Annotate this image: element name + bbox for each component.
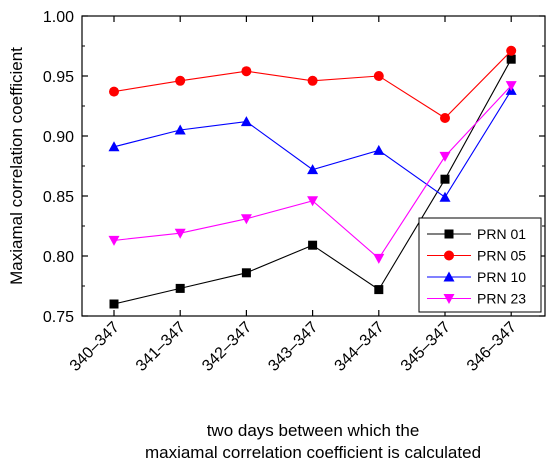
data-point-prn-10 (307, 164, 319, 175)
data-point-prn-23 (307, 196, 319, 207)
legend-marker (443, 294, 455, 304)
x-tick-label: 345–347 (398, 319, 454, 375)
x-tick-label: 346–347 (464, 319, 520, 375)
y-tick-label: 0.75 (43, 309, 74, 326)
y-axis-title: Maxiamal correlation coefficient (7, 47, 26, 285)
series-prn-10 (108, 84, 517, 202)
data-point-prn-10 (174, 124, 186, 135)
data-point-prn-05 (506, 45, 517, 56)
data-point-prn-01 (175, 283, 185, 293)
x-axis-title-line-1: two days between which the (207, 421, 420, 440)
data-point-prn-23 (174, 228, 186, 239)
data-point-prn-01 (109, 299, 119, 309)
legend-label: PRN 05 (477, 248, 526, 264)
data-point-prn-05 (109, 86, 119, 97)
legend-label: PRN 01 (477, 226, 526, 242)
series-prn-01 (109, 54, 516, 309)
data-point-prn-23 (240, 214, 252, 225)
data-point-prn-10 (439, 191, 451, 202)
legend-entry-prn-23: PRN 23 (427, 291, 526, 307)
data-point-prn-05 (241, 66, 252, 77)
legend-entry-prn-10: PRN 10 (427, 269, 526, 285)
data-point-prn-23 (108, 235, 120, 246)
data-point-prn-23 (505, 81, 517, 92)
x-tick-label: 342–347 (199, 319, 255, 375)
legend-entry-prn-05: PRN 05 (427, 248, 526, 264)
data-point-prn-05 (307, 75, 318, 86)
data-point-prn-23 (373, 253, 385, 264)
data-point-prn-10 (240, 116, 252, 127)
data-point-prn-10 (373, 144, 385, 155)
y-tick-label: 1.00 (43, 9, 74, 26)
data-point-prn-01 (241, 268, 251, 278)
x-axis-title-line-2: maxiamal correlation coefficient is calc… (145, 443, 481, 462)
legend: PRN 01 PRN 05 PRN 10 PRN 23 (418, 217, 542, 313)
x-tick-label: 340–347 (67, 319, 123, 375)
series-line-prn-10 (113, 90, 512, 198)
data-point-prn-10 (108, 141, 120, 152)
y-tick-label: 0.95 (43, 69, 74, 86)
y-tick-label: 0.80 (43, 249, 74, 266)
data-point-prn-05 (175, 75, 186, 86)
legend-marker (444, 250, 454, 261)
series-layer (108, 45, 517, 309)
legend-label: PRN 10 (477, 269, 526, 285)
x-tick-label: 344–347 (332, 319, 388, 375)
legend-entry-prn-01: PRN 01 (427, 226, 526, 242)
x-tick-label: 341–347 (133, 319, 189, 375)
data-point-prn-05 (440, 113, 450, 123)
data-point-prn-01 (506, 54, 516, 64)
data-point-prn-05 (373, 71, 384, 81)
legend-marker (444, 229, 454, 239)
legend-label: PRN 23 (477, 291, 526, 307)
legend-marker (443, 271, 455, 282)
series-prn-23 (108, 81, 517, 264)
data-point-prn-01 (374, 285, 384, 295)
y-tick-label: 0.90 (43, 129, 74, 146)
data-point-prn-01 (440, 174, 450, 184)
y-tick-label: 0.85 (43, 189, 74, 206)
data-point-prn-01 (308, 240, 318, 250)
data-point-prn-23 (439, 151, 451, 162)
x-tick-label: 343–347 (265, 319, 321, 375)
series-prn-05 (109, 45, 517, 123)
